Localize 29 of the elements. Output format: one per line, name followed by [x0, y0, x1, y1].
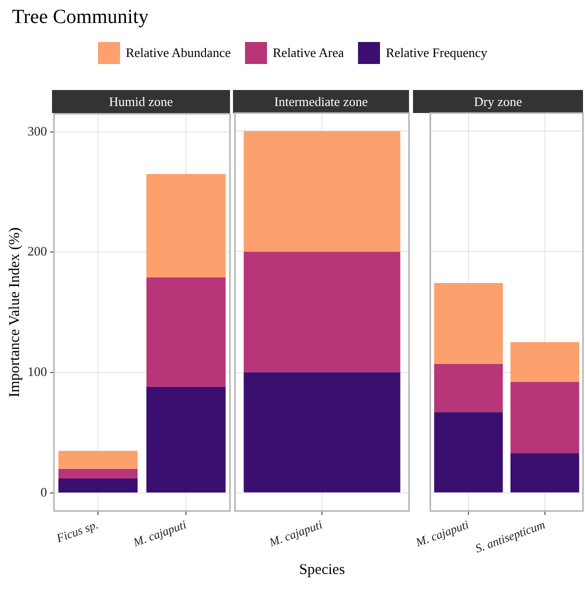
chart-subtitle: Humid zone — [52, 90, 230, 113]
bar — [58, 468, 138, 478]
legend-label: Relative Abundance — [126, 45, 231, 61]
y-tick-label: 200 — [28, 244, 47, 259]
bar — [434, 412, 503, 492]
bar — [58, 478, 138, 492]
bar — [510, 453, 580, 492]
y-tick-label: 100 — [28, 364, 47, 380]
x-tick-label: Ficus sp. — [54, 517, 100, 546]
bar — [510, 342, 580, 382]
x-axis-title: Species — [299, 562, 346, 578]
chart-title: Tree Community — [12, 6, 148, 29]
chart-subtitle: Intermediate zone — [233, 90, 409, 113]
bar — [146, 387, 226, 492]
y-tick-label: 0 — [40, 484, 47, 500]
bar — [58, 450, 138, 469]
legend-label: Relative Frequency — [386, 45, 488, 61]
x-tick-label: M. cajaputi — [130, 517, 188, 550]
chart-subtitle: Dry zone — [413, 90, 583, 113]
bar — [434, 364, 503, 412]
bar — [146, 277, 226, 388]
y-axis-title: Importance Value Index (%) — [6, 227, 23, 398]
bar — [510, 382, 580, 454]
bar — [434, 283, 503, 364]
y-tick-label: 300 — [28, 123, 47, 138]
bar — [146, 174, 226, 278]
x-tick-label: M. cajaputi — [412, 517, 471, 550]
x-tick-label: M. cajaputi — [266, 517, 324, 550]
legend-label: Relative Area — [272, 45, 344, 61]
